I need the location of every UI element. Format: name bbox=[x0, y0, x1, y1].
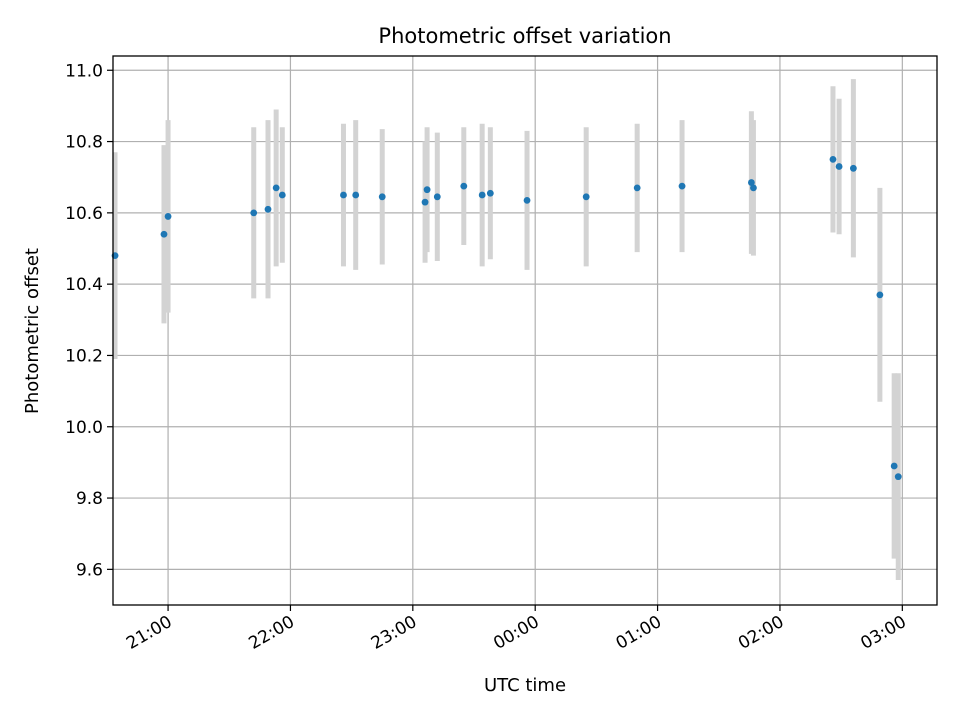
chart-title: Photometric offset variation bbox=[378, 24, 671, 48]
data-point bbox=[272, 184, 280, 192]
data-point bbox=[876, 291, 884, 299]
x-axis-title: UTC time bbox=[484, 675, 566, 696]
data-point bbox=[633, 184, 641, 192]
data-point bbox=[423, 186, 431, 194]
y-tick-label: 9.6 bbox=[76, 560, 103, 580]
data-point bbox=[523, 196, 531, 204]
data-point bbox=[164, 213, 172, 220]
data-point bbox=[890, 462, 898, 470]
data-point bbox=[250, 209, 258, 217]
data-point bbox=[433, 193, 441, 201]
data-point bbox=[421, 198, 429, 206]
data-point bbox=[160, 230, 168, 238]
data-point bbox=[894, 473, 902, 481]
y-tick-label: 10.2 bbox=[65, 346, 103, 366]
data-point bbox=[678, 182, 686, 190]
data-point bbox=[378, 193, 386, 201]
data-point bbox=[835, 163, 843, 170]
data-point bbox=[750, 184, 757, 192]
data-point bbox=[264, 205, 272, 213]
data-point bbox=[278, 191, 286, 199]
data-point bbox=[340, 191, 347, 199]
data-point bbox=[460, 182, 468, 190]
data-point bbox=[352, 191, 360, 199]
y-tick-label: 10.8 bbox=[65, 133, 103, 153]
data-point bbox=[747, 179, 755, 186]
data-point bbox=[849, 164, 857, 172]
data-points bbox=[111, 155, 902, 481]
data-point bbox=[582, 193, 590, 201]
y-tick-label: 10.4 bbox=[65, 275, 103, 295]
data-point bbox=[486, 189, 494, 197]
y-tick-label: 11.0 bbox=[65, 61, 103, 81]
data-point bbox=[478, 191, 486, 199]
y-axis-ticks: 9.6 9.8 10.0 10.2 10.4 10.6 10.8 11.0 bbox=[65, 61, 113, 580]
plot-frame bbox=[112, 55, 938, 606]
y-tick-label: 9.8 bbox=[76, 489, 103, 509]
y-tick-label: 10.6 bbox=[65, 204, 103, 224]
data-point bbox=[829, 155, 837, 163]
y-axis-title: Photometric offset bbox=[22, 248, 43, 414]
y-tick-label: 10.0 bbox=[65, 418, 103, 438]
